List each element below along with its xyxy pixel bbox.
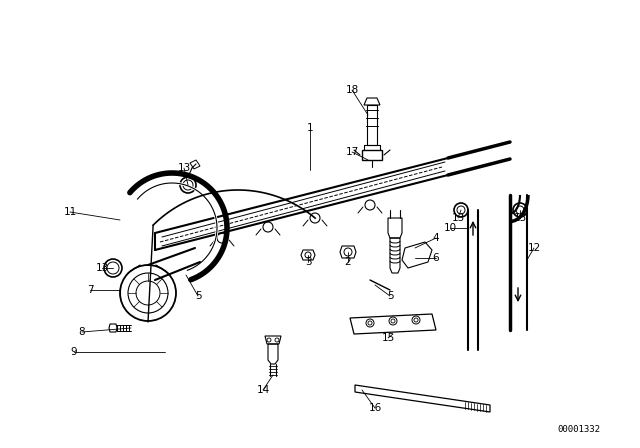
Text: 3: 3 — [305, 257, 311, 267]
Text: 5: 5 — [195, 291, 202, 301]
Text: 18: 18 — [346, 85, 358, 95]
Text: 2: 2 — [345, 257, 351, 267]
Text: 6: 6 — [433, 253, 439, 263]
Text: 13: 13 — [95, 263, 109, 273]
Text: 1: 1 — [307, 123, 314, 133]
Text: 13: 13 — [513, 213, 527, 223]
Text: 5: 5 — [387, 291, 394, 301]
Text: 8: 8 — [79, 327, 85, 337]
Text: 14: 14 — [257, 385, 269, 395]
Text: 13: 13 — [451, 213, 465, 223]
Text: 4: 4 — [433, 233, 439, 243]
Text: 7: 7 — [86, 285, 93, 295]
Text: 15: 15 — [381, 333, 395, 343]
Text: 13: 13 — [177, 163, 191, 173]
Text: 10: 10 — [444, 223, 456, 233]
Text: 17: 17 — [346, 147, 358, 157]
Text: 9: 9 — [70, 347, 77, 357]
Text: 00001332: 00001332 — [557, 425, 600, 434]
Text: 11: 11 — [63, 207, 77, 217]
Text: 16: 16 — [369, 403, 381, 413]
Text: 12: 12 — [527, 243, 541, 253]
